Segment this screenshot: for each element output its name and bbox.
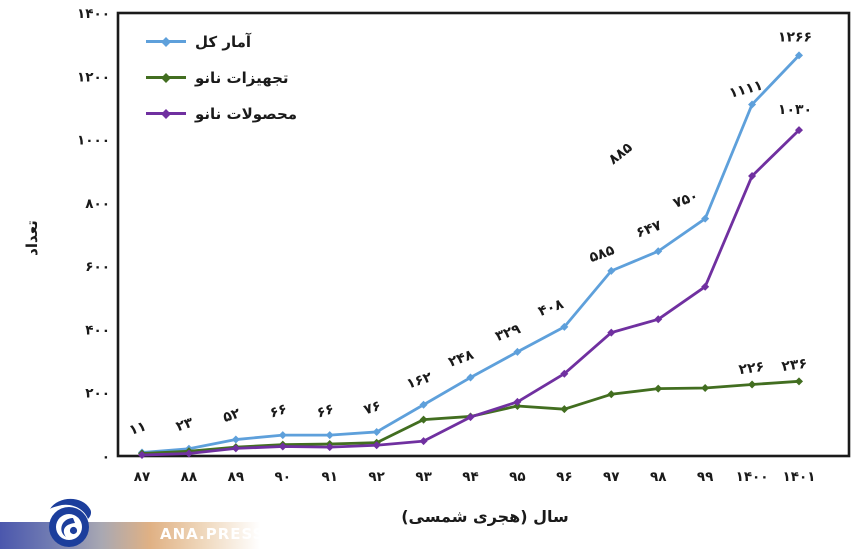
y-axis-title: تعداد xyxy=(23,220,41,256)
legend-item-total: آمار کل xyxy=(146,31,297,52)
data-point-label: ۲۳ xyxy=(174,415,196,436)
x-tick-label: ۸۹ xyxy=(228,469,244,485)
x-tick-label: ۹۲ xyxy=(368,469,385,485)
data-point-marker xyxy=(560,322,569,331)
data-point-marker xyxy=(701,383,710,392)
x-tick-label: ۸۷ xyxy=(134,469,151,485)
legend-swatch-equipment-icon xyxy=(146,72,186,83)
data-point-marker xyxy=(748,171,757,180)
data-point-marker xyxy=(795,51,803,60)
data-point-marker xyxy=(795,126,803,135)
x-tick-label: ۹۴ xyxy=(462,469,478,485)
data-point-label: ۲۴۸ xyxy=(446,347,476,371)
data-point-label: ۴۰۸ xyxy=(536,296,566,320)
data-point-label: ۷۶ xyxy=(362,398,383,418)
data-point-marker xyxy=(513,347,522,356)
data-point-marker xyxy=(419,437,428,446)
data-point-marker xyxy=(372,427,381,436)
y-tick-label: ۶۰۰ xyxy=(85,259,110,275)
data-point-label: ۵۲ xyxy=(221,405,243,426)
legend-item-equipment: تجهیزات نانو xyxy=(146,67,297,88)
data-point-label: ۲۲۶ xyxy=(738,359,766,378)
data-point-marker xyxy=(325,431,334,440)
data-point-marker xyxy=(419,400,428,409)
data-point-marker xyxy=(560,369,569,378)
data-point-marker xyxy=(560,405,569,414)
data-point-label: ۱۲۶۶ xyxy=(778,29,812,45)
data-point-marker xyxy=(748,380,757,389)
data-point-marker xyxy=(654,247,663,256)
x-tick-label: ۹۳ xyxy=(415,469,432,485)
data-point-marker xyxy=(701,282,710,291)
chart-legend: آمار کل تجهیزات نانو محصولات نانو xyxy=(146,31,297,124)
watermark-bar xyxy=(0,522,268,549)
data-point-marker xyxy=(607,266,616,275)
data-point-label: ۶۴۷ xyxy=(634,217,664,241)
data-point-marker xyxy=(138,451,146,460)
data-point-marker xyxy=(748,100,757,109)
y-tick-label: ۸۰۰ xyxy=(85,196,110,212)
data-point-label: ۸۸۵ xyxy=(606,139,636,168)
data-point-marker xyxy=(184,449,193,458)
x-tick-label: ۹۹ xyxy=(697,469,713,485)
plot-border xyxy=(116,11,851,458)
data-point-marker xyxy=(654,315,663,324)
ana-logo-icon xyxy=(49,498,92,547)
series-line-2 xyxy=(141,129,800,457)
data-point-label: ۱۱ xyxy=(127,418,148,438)
data-point-label: ۱۶۲ xyxy=(405,369,435,392)
data-point-marker xyxy=(231,444,240,453)
data-point-marker xyxy=(325,443,334,452)
legend-label-products: محصولات نانو xyxy=(195,104,298,123)
data-point-marker xyxy=(466,413,475,422)
watermark-text: ANA.PRESS xyxy=(160,525,265,543)
x-tick-label: ۸۸ xyxy=(181,469,198,485)
data-point-label: ۶۶ xyxy=(315,401,336,421)
data-point-marker xyxy=(466,373,475,382)
data-point-marker xyxy=(607,390,616,399)
data-point-marker xyxy=(419,415,428,424)
y-tick-label: ۱۲۰۰ xyxy=(77,69,110,85)
x-tick-label: ۹۰ xyxy=(275,469,291,485)
x-tick-label: ۹۸ xyxy=(650,469,667,485)
x-tick-label: ۹۷ xyxy=(603,469,620,485)
x-tick-label: ۹۱ xyxy=(321,469,337,485)
data-point-marker xyxy=(513,397,522,406)
data-point-marker xyxy=(278,442,287,451)
x-tick-label: ۹۶ xyxy=(556,469,572,485)
legend-swatch-total-icon xyxy=(146,36,186,47)
data-point-marker xyxy=(795,377,803,386)
data-point-marker xyxy=(372,441,381,450)
data-point-marker xyxy=(278,431,287,440)
legend-item-products: محصولات نانو xyxy=(146,103,297,124)
y-tick-label: ۲۰۰ xyxy=(85,386,110,402)
data-point-marker xyxy=(654,384,663,393)
data-point-marker xyxy=(607,328,616,337)
data-point-label: ۶۶ xyxy=(268,401,289,421)
y-tick-label: ۴۰۰ xyxy=(85,322,110,338)
data-point-label: ۵۸۵ xyxy=(587,242,617,266)
data-point-label: ۱۰۳۰ xyxy=(778,102,812,118)
data-point-label: ۳۲۹ xyxy=(493,321,523,345)
y-tick-label: ۱۴۰۰ xyxy=(77,6,110,22)
data-point-marker xyxy=(701,214,710,223)
x-tick-label: ۹۵ xyxy=(509,469,525,485)
data-point-label: ۷۵۰ xyxy=(671,188,701,212)
data-point-label: ۲۳۶ xyxy=(781,356,809,375)
legend-swatch-products-icon xyxy=(146,108,186,119)
x-tick-label: ۱۴۰۱ xyxy=(783,469,816,485)
x-tick-label: ۱۴۰۰ xyxy=(736,469,769,485)
data-point-marker xyxy=(231,435,240,444)
y-tick-label: ۱۰۰۰ xyxy=(77,133,110,149)
legend-label-total: آمار کل xyxy=(195,32,252,51)
legend-label-equipment: تجهیزات نانو xyxy=(195,68,289,87)
x-axis-title: سال (هجری شمسی) xyxy=(401,507,569,526)
y-tick-label: ۰ xyxy=(102,449,110,465)
